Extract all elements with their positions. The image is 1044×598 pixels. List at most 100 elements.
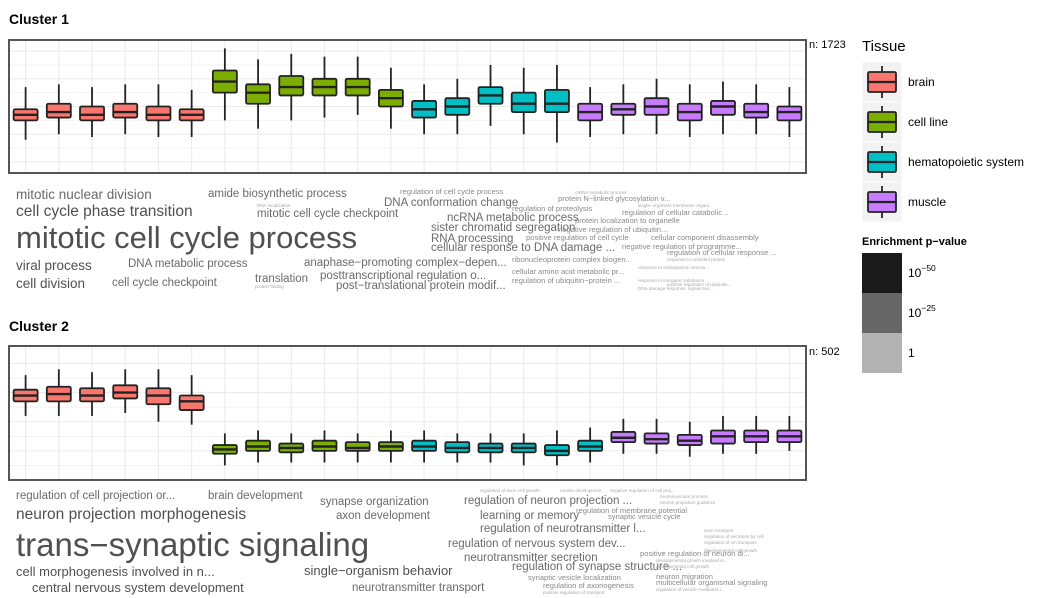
wordcloud-term: regulation of cell cycle process [400,187,504,196]
box-15 [477,64,504,126]
box-23 [743,415,770,454]
cluster-2-n-label: n: 502 [809,346,840,358]
wordcloud-term: positive regulation of transport [543,590,605,595]
wordcloud-term: cellular response to DNA damage ... [431,242,615,254]
box-11 [344,56,371,115]
tissue-legend-item: muscle [861,181,946,223]
cluster-2-wordcloud: regulation of cell projection or... brain… [16,488,767,595]
wordcloud-term: regulation of cellular response ... [667,248,777,257]
box-1 [12,375,39,416]
box-14 [444,78,471,135]
tissue-legend-item: hematopoietic system [861,141,1024,183]
tissue-legend-label: hematopoietic system [908,155,1024,169]
box-23 [743,84,770,135]
box-12 [377,430,404,463]
cluster-2-panel [8,345,807,481]
wordcloud-term: trans−synaptic signaling [16,526,369,563]
wordcloud-term: neurotransmitter secretion [464,552,598,564]
wordcloud-term: neuron migration [656,572,713,581]
wordcloud-term: amide biosynthetic process [208,188,347,200]
wordcloud-term: axon development [336,510,431,522]
box-8 [245,430,271,463]
wordcloud-term: cell cycle checkpoint [112,277,218,289]
box-2 [45,84,72,135]
box-8 [245,59,271,129]
box-4 [112,369,139,413]
wordcloud-term: RNA localization [257,203,291,208]
box-22 [710,81,736,135]
box-20 [643,78,670,135]
wordcloud-term: response to endoplasmic reticulu... [638,265,709,270]
box-21 [676,84,703,137]
wordcloud-term: regulation of membrane potential [576,506,687,515]
box-22 [710,415,736,454]
wordcloud-term: neuron projection morphogenesis [16,506,246,523]
wordcloud-term: negative regulation of cell proj... [610,488,675,493]
box-19 [610,418,637,454]
panel-background [9,346,806,480]
box-10 [311,56,338,118]
tissue-legend-title: Tissue [862,38,906,55]
tissue-legend-label: muscle [908,195,946,209]
box-body [776,105,803,122]
wordcloud-term: neurite development [560,488,602,493]
wordcloud-term: DNA damage response, signal tran... [638,286,713,291]
wordcloud-term: negative regulation of ubiquitin... [558,225,667,234]
box-body [178,394,205,411]
box-9 [278,53,305,121]
wordcloud-term: response to unfolded protein [667,257,726,262]
box-body [710,100,736,116]
wordcloud-term: protein folding [255,284,284,289]
wordcloud-term: regulation of cellular catabolic... [622,208,728,217]
tissue-legend: brain cell line hematopoietic system muscle [861,61,1024,223]
wordcloud-term: regulation of axonogenesis [543,581,634,590]
wordcloud-term: synapse organization [320,496,429,508]
box-2 [45,369,72,416]
box-7 [211,48,238,121]
cluster-1-panel [8,39,807,174]
tissue-legend-label: cell line [908,115,948,129]
wordcloud-term: developmental cell growth [656,564,710,569]
pvalue-legend-title: Enrichment p−value [862,236,967,248]
box-3 [79,372,105,416]
box-body [510,91,537,113]
box-24 [776,87,803,137]
wordcloud-term: neuron projection guidance [660,500,716,505]
wordcloud-term: protein N−linked glycosylation v... [558,194,670,203]
wordcloud-term: regulation of synapse structure ... [512,561,682,573]
wordcloud-term: mitotic cell cycle checkpoint [257,208,399,220]
box-body [245,83,271,105]
wordcloud-term: brain development [208,490,303,502]
box-11 [344,433,371,463]
wordcloud-term: axon transport [704,528,734,533]
wordcloud-term: single−organism membrane organi... [638,203,713,208]
box-9 [278,433,305,463]
box-14 [444,433,471,463]
wordcloud-term: negative regulation of programme... [622,242,742,251]
wordcloud-term: post−translational protein modif... [336,280,506,292]
box-19 [610,84,637,135]
wordcloud-term: cell morphogenesis involved in n... [16,564,215,579]
box-body [544,88,570,113]
tissue-legend-item: brain [861,61,935,103]
wordcloud-term: response to inorganic substance [638,278,705,283]
box-10 [311,430,338,463]
pvalue-legend-label: 1 [908,346,915,360]
box-17 [544,64,570,143]
wordcloud-term: synaptic vesicle localization [528,573,621,582]
wordcloud-term: positive regulation of neuron di... [640,549,750,558]
wordcloud-term: regulation of secretion by cell [704,534,764,539]
box-body [145,105,172,122]
pvalue-legend-label: 10−50 [908,263,936,280]
box-body [79,105,105,122]
box-16 [510,433,537,466]
tissue-legend-label: brain [908,75,935,89]
wordcloud-term: DNA conformation change [384,197,518,209]
wordcloud-term: single−organism behavior [304,563,453,578]
wordcloud-term: regulation of cell projection or... [16,490,175,502]
wordcloud-term: posttranscriptional regulation o... [320,270,486,282]
wordcloud-term: regulation of vesicle−mediated t... [656,587,725,592]
wordcloud-term: developmental growth involved in... [656,558,728,563]
pvalue-legend: 10−50 10−25 1 [862,253,936,373]
